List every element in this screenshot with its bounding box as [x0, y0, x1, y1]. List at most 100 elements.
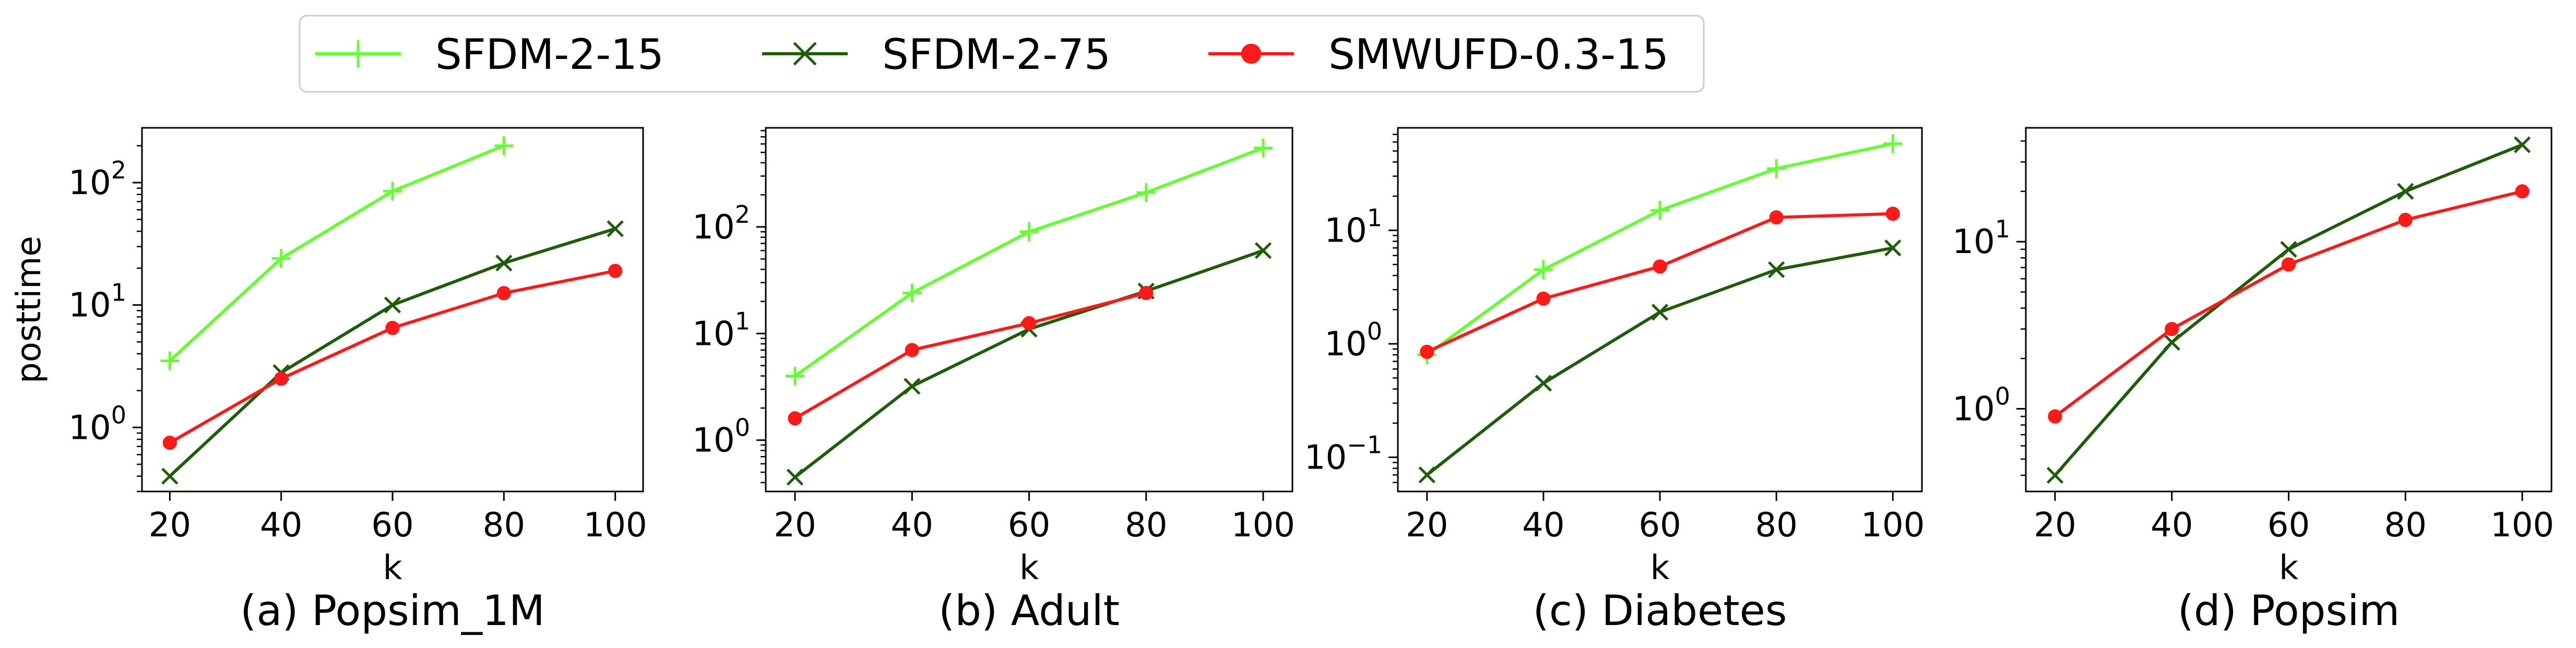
- x-tick-label: 40: [2151, 506, 2193, 545]
- y-tick-label: 102: [68, 156, 126, 202]
- series-smwufd-0-3-15: [162, 263, 623, 450]
- x-tick-label: 20: [774, 506, 816, 545]
- x-tick-label: 100: [584, 506, 647, 545]
- data-point-sfdm-2-75: [1767, 261, 1785, 279]
- data-point-smwufd-0-3-15: [496, 286, 511, 301]
- data-point-sfdm-2-75: [495, 255, 513, 272]
- series-sfdm-2-75: [786, 242, 1272, 486]
- panel-caption: (c) Diabetes: [1533, 586, 1787, 635]
- data-point-smwufd-0-3-15: [1420, 344, 1434, 359]
- x-tick-label: 80: [483, 506, 525, 545]
- data-point-smwufd-0-3-15: [2398, 212, 2413, 227]
- data-point-sfdm-2-75: [1418, 466, 1435, 484]
- x-tick-label: 80: [2384, 506, 2427, 545]
- x-tick-label: 100: [1231, 506, 1295, 545]
- data-point-smwufd-0-3-15: [608, 263, 623, 278]
- legend-marker-smwufd-0-3-15: [1241, 43, 1262, 64]
- x-tick-label: 40: [891, 506, 933, 545]
- data-point-smwufd-0-3-15: [1769, 210, 1784, 225]
- y-tick-label: 100: [1952, 382, 2010, 429]
- panel-caption: (b) Adult: [939, 586, 1120, 635]
- series-smwufd-0-3-15: [788, 285, 1154, 426]
- data-point-sfdm-2-15: [1534, 260, 1553, 279]
- data-point-sfdm-2-75: [1651, 304, 1669, 321]
- data-point-sfdm-2-15: [786, 366, 805, 386]
- data-point-sfdm-2-75: [161, 467, 179, 485]
- y-tick-label: 101: [1324, 203, 1382, 250]
- x-tick-label: 20: [1406, 506, 1448, 545]
- legend-entry-smwufd-0-3-15: SMWUFD-0.3-15: [1208, 30, 1669, 79]
- data-point-smwufd-0-3-15: [2515, 184, 2530, 199]
- series-line-smwufd-0-3-15: [2054, 189, 2523, 418]
- data-point-sfdm-2-15: [903, 283, 922, 303]
- y-tick-label: 10−1: [1304, 431, 1382, 477]
- chart-panel-b-adult: 100 101 102 20 40 60 80 100 k(b) Adult: [692, 127, 1295, 635]
- chart-panel-c-diabetes: 10−1 100 101 20 40 60 80 100 k(c) Diabetes: [1304, 127, 1925, 635]
- data-point-sfdm-2-15: [1651, 201, 1669, 220]
- data-point-sfdm-2-15: [271, 249, 291, 268]
- series-line-smwufd-0-3-15: [1426, 212, 1893, 354]
- data-point-sfdm-2-15: [1883, 134, 1903, 153]
- x-tick-label: 60: [1008, 506, 1050, 545]
- data-point-smwufd-0-3-15: [1885, 207, 1900, 221]
- data-point-sfdm-2-15: [1767, 159, 1786, 178]
- x-tick-label: 60: [1639, 506, 1681, 545]
- chart-panel-d-popsim: 100 101 20 40 60 80 100 k(d) Popsim: [1952, 127, 2554, 635]
- data-point-smwufd-0-3-15: [788, 411, 802, 426]
- x-axis-label: k: [2279, 549, 2298, 587]
- x-tick-label: 40: [260, 506, 302, 545]
- legend-marker-sfdm-2-75: [793, 42, 817, 66]
- series-sfdm-2-15: [1417, 134, 1903, 365]
- axes-frame: [1397, 127, 1923, 493]
- y-tick-label: 100: [1324, 317, 1382, 364]
- data-point-sfdm-2-75: [904, 378, 921, 395]
- data-point-sfdm-2-75: [2397, 183, 2414, 200]
- data-point-sfdm-2-15: [1019, 222, 1039, 242]
- data-point-smwufd-0-3-15: [1653, 259, 1667, 274]
- data-point-sfdm-2-75: [1535, 375, 1552, 392]
- data-point-sfdm-2-75: [607, 220, 624, 237]
- series-line-sfdm-2-75: [2053, 143, 2523, 476]
- y-tick-label: 101: [692, 307, 750, 353]
- series-line-sfdm-2-75: [1426, 246, 1893, 476]
- legend-label-smwufd-0-3-15: SMWUFD-0.3-15: [1328, 30, 1669, 79]
- data-point-sfdm-2-15: [1253, 138, 1273, 158]
- chart-panel-a-popsim-1m: 100 101 102 20 40 60 80 100 k posttime (a) Popsim_…: [10, 127, 647, 635]
- axes-frame: [765, 127, 1293, 493]
- x-tick-label: 20: [2034, 506, 2076, 545]
- x-tick-label: 40: [1522, 506, 1564, 545]
- series-line-sfdm-2-15: [794, 146, 1264, 378]
- legend-marker-sfdm-2-15: [345, 40, 372, 67]
- data-point-sfdm-2-75: [2280, 241, 2297, 258]
- x-tick-label: 100: [1861, 506, 1925, 545]
- legend-frame: [299, 15, 1705, 93]
- chart-panels: 100 101 102 20 40 60 80 100 k posttime (a) Popsim_…: [10, 127, 2554, 635]
- series-line-smwufd-0-3-15: [794, 291, 1147, 420]
- panel-caption: (a) Popsim_1M: [240, 586, 545, 635]
- series-smwufd-0-3-15: [1420, 207, 1900, 359]
- data-point-sfdm-2-15: [383, 182, 402, 201]
- data-point-sfdm-2-75: [384, 296, 401, 314]
- x-axis-label: k: [383, 549, 402, 587]
- data-point-smwufd-0-3-15: [2165, 322, 2179, 337]
- y-tick-label: 100: [692, 414, 750, 460]
- data-point-sfdm-2-75: [2163, 333, 2180, 351]
- series-sfdm-2-75: [161, 220, 624, 485]
- y-tick-label: 101: [1952, 215, 2010, 261]
- x-axis-label: k: [1019, 549, 1039, 587]
- data-point-smwufd-0-3-15: [1139, 285, 1154, 301]
- legend-label-sfdm-2-15: SFDM-2-15: [435, 30, 664, 79]
- y-axis-label: posttime: [10, 236, 49, 383]
- series-line-sfdm-2-15: [1426, 142, 1893, 356]
- series-line-sfdm-2-75: [169, 227, 616, 477]
- y-tick-label: 101: [68, 279, 126, 325]
- data-point-sfdm-2-75: [2046, 466, 2064, 484]
- x-tick-label: 60: [2268, 506, 2310, 545]
- y-tick-label: 100: [68, 401, 126, 447]
- data-point-smwufd-0-3-15: [1022, 316, 1037, 331]
- axes-frame: [141, 127, 644, 493]
- series-sfdm-2-75: [2046, 136, 2531, 484]
- data-point-sfdm-2-75: [2513, 136, 2531, 153]
- data-point-sfdm-2-15: [160, 351, 180, 370]
